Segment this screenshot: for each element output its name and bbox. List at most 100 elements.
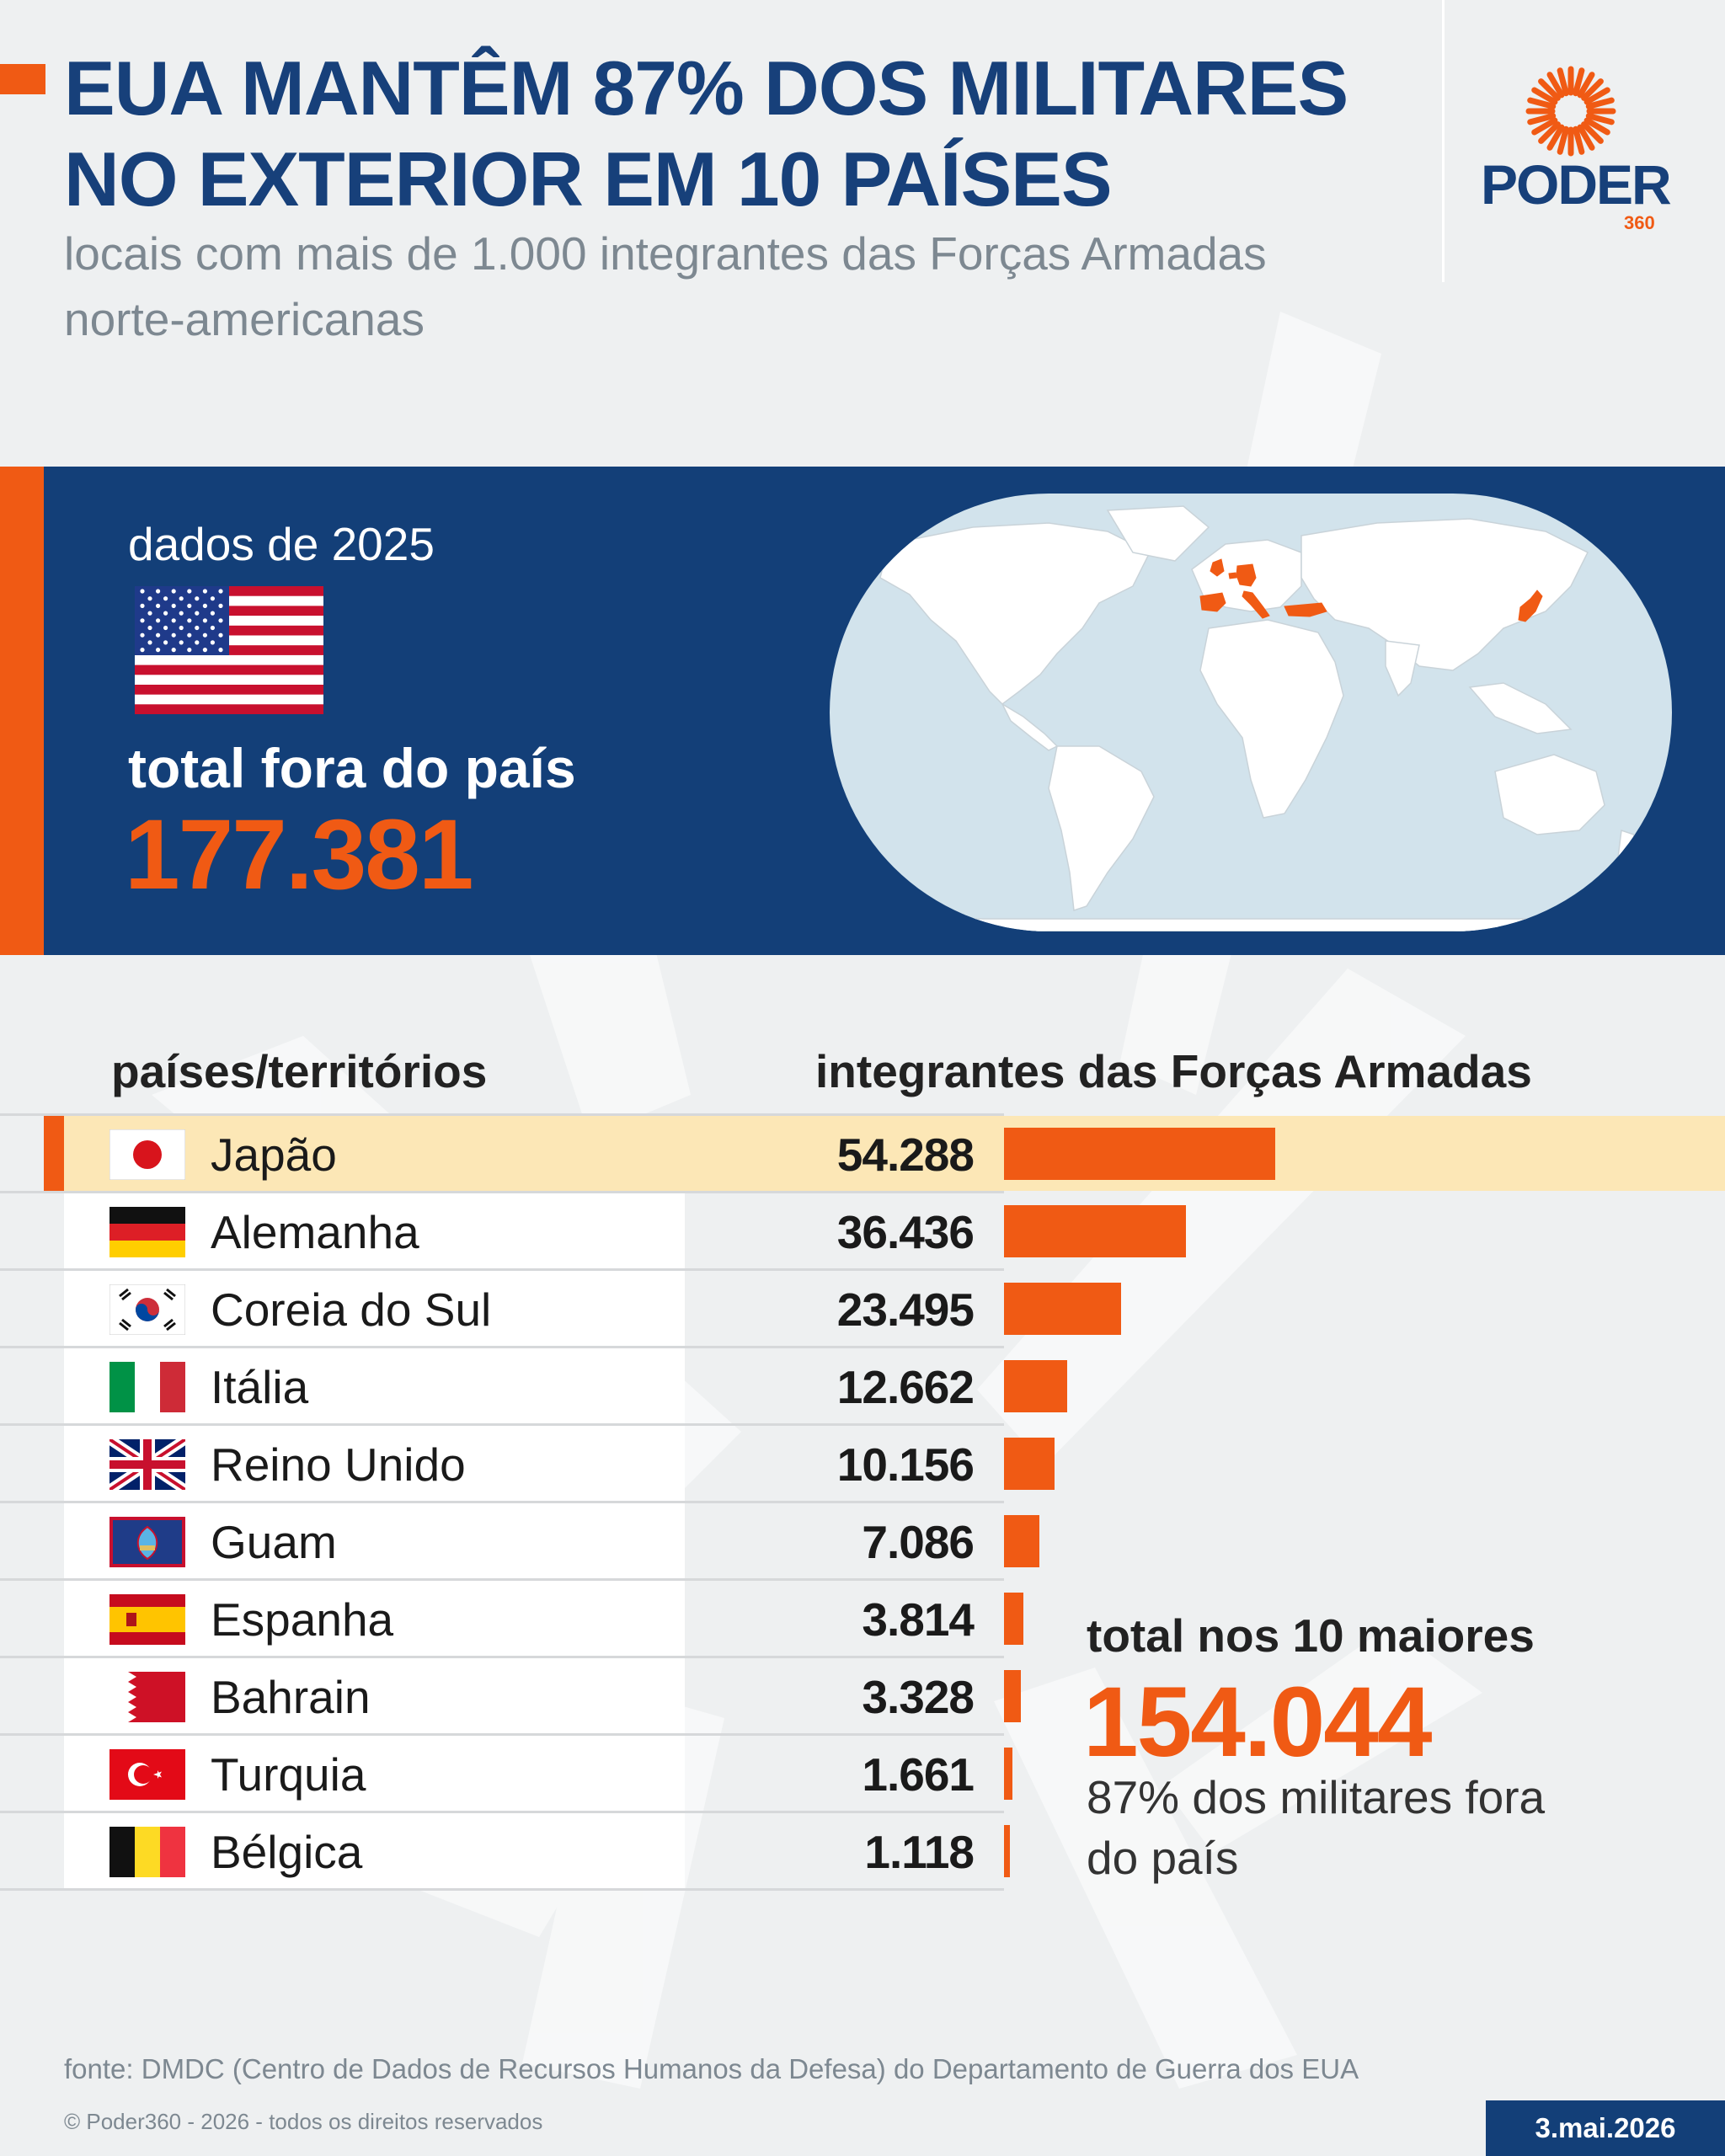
germany-flag-icon xyxy=(109,1207,185,1257)
country-name: Espanha xyxy=(211,1593,394,1646)
table-row: Turquia 1.661 xyxy=(0,1736,1725,1813)
row-divider xyxy=(0,1811,1004,1813)
page-title: EUA MANTÊM 87% DOS MILITARES NO EXTERIOR… xyxy=(64,46,1348,222)
data-label: 23.495 xyxy=(836,1283,975,1336)
south-korea-flag-icon xyxy=(109,1284,185,1335)
country-name: Bahrain xyxy=(211,1671,371,1723)
map-germany-highlight xyxy=(1236,563,1257,587)
row-divider xyxy=(0,1346,1004,1348)
column-header-personnel: integrantes das Forças Armadas xyxy=(815,1045,1532,1097)
bar xyxy=(1004,1593,1023,1645)
bar xyxy=(1004,1670,1021,1722)
bar xyxy=(1004,1825,1010,1877)
data-label: 1.661 xyxy=(862,1748,975,1801)
data-label: 36.436 xyxy=(836,1206,975,1258)
country-name: Itália xyxy=(211,1361,309,1413)
row-divider xyxy=(0,1733,1004,1736)
column-header-countries: países/territórios xyxy=(111,1045,488,1097)
data-label: 10.156 xyxy=(836,1438,975,1491)
poder360-sunburst-logo-icon xyxy=(1525,66,1616,157)
header-divider xyxy=(1442,0,1445,282)
belgium-flag-icon xyxy=(109,1827,185,1877)
data-label: 12.662 xyxy=(836,1361,975,1413)
table-row: Guam 7.086 xyxy=(0,1503,1725,1581)
copyright-note: © Poder360 - 2026 - todos os direitos re… xyxy=(64,2109,543,2134)
map-india xyxy=(1385,640,1420,697)
map-italy-highlight xyxy=(1242,590,1270,619)
map-greenland xyxy=(1106,505,1210,562)
italy-flag-icon xyxy=(109,1362,185,1412)
source-note: fonte: DMDC (Centro de Dados de Recursos… xyxy=(64,2053,1359,2084)
page-subtitle: locais com mais de 1.000 integrantes das… xyxy=(64,227,1267,345)
world-map xyxy=(830,494,1672,931)
map-australia xyxy=(1494,754,1605,835)
map-africa xyxy=(1199,619,1344,819)
table-row: Alemanha 36.436 xyxy=(0,1193,1725,1271)
us-flag-icon xyxy=(135,586,323,714)
country-name: Reino Unido xyxy=(211,1438,466,1491)
row-divider xyxy=(0,1423,1004,1426)
table-row: Reino Unido 10.156 xyxy=(0,1426,1725,1503)
country-name: Bélgica xyxy=(211,1826,363,1878)
table-row: Bahrain 3.328 xyxy=(0,1658,1725,1736)
row-divider xyxy=(0,1656,1004,1658)
table-row: Japão 54.288 xyxy=(0,1116,1725,1193)
map-turkey-highlight xyxy=(1284,602,1327,617)
row-divider xyxy=(0,1578,1004,1581)
table-row: Itália 12.662 xyxy=(0,1348,1725,1426)
map-southeast-asia xyxy=(1468,682,1573,734)
map-south-america xyxy=(1048,745,1155,912)
country-name: Guam xyxy=(211,1516,337,1568)
row-divider xyxy=(0,1191,1004,1193)
summary-panel-accent xyxy=(0,467,44,955)
title-accent-bar xyxy=(0,64,45,94)
publication-date-badge: 3.mai.2026 xyxy=(1486,2100,1725,2156)
table-top-divider xyxy=(0,1113,1004,1116)
bar xyxy=(1004,1748,1012,1800)
total-abroad-value: 177.381 xyxy=(125,799,474,910)
bar xyxy=(1004,1438,1055,1490)
map-north-america xyxy=(879,522,1151,705)
highlight-accent xyxy=(44,1116,64,1191)
bar xyxy=(1004,1205,1186,1257)
row-divider xyxy=(0,1888,1004,1891)
bar xyxy=(1004,1360,1067,1412)
map-japan-highlight xyxy=(1518,590,1543,622)
top10-total-label: total nos 10 maiores xyxy=(1087,1609,1535,1662)
country-name: Alemanha xyxy=(211,1206,419,1258)
guam-flag-icon xyxy=(109,1517,185,1567)
turkey-flag-icon xyxy=(109,1749,185,1800)
map-antarctica xyxy=(955,918,1546,931)
row-divider xyxy=(0,1501,1004,1503)
map-asia xyxy=(1300,518,1589,671)
japan-flag-icon xyxy=(109,1129,185,1180)
data-year-label: dados de 2025 xyxy=(128,518,435,570)
bahrain-flag-icon xyxy=(109,1672,185,1722)
map-uk-highlight xyxy=(1210,558,1225,577)
data-label: 3.814 xyxy=(862,1593,975,1646)
bar xyxy=(1004,1283,1121,1335)
logo-wordmark: PODER xyxy=(1481,153,1672,216)
map-belgium-highlight xyxy=(1228,572,1237,579)
data-label: 7.086 xyxy=(862,1516,975,1568)
map-spain-highlight xyxy=(1199,592,1226,612)
top10-total-value: 154.044 xyxy=(1083,1667,1433,1778)
map-central-america xyxy=(1001,702,1059,751)
logo-number: 360 xyxy=(1624,212,1655,233)
data-label: 3.328 xyxy=(862,1671,975,1723)
united-kingdom-flag-icon xyxy=(109,1439,185,1490)
bar xyxy=(1004,1128,1275,1180)
row-background xyxy=(64,1116,1725,1191)
row-divider xyxy=(0,1268,1004,1271)
table-row: Coreia do Sul 23.495 xyxy=(0,1271,1725,1348)
table-row: Espanha 3.814 xyxy=(0,1581,1725,1658)
spain-flag-icon xyxy=(109,1594,185,1645)
total-abroad-label: total fora do país xyxy=(128,737,576,799)
data-label: 54.288 xyxy=(836,1129,975,1181)
bar xyxy=(1004,1515,1039,1567)
top10-share-note: 87% dos militares fora do país xyxy=(1087,1771,1546,1884)
country-name: Japão xyxy=(211,1129,337,1181)
table-row: Bélgica 1.118 xyxy=(0,1813,1725,1891)
country-name: Turquia xyxy=(211,1748,366,1801)
country-name: Coreia do Sul xyxy=(211,1283,492,1336)
